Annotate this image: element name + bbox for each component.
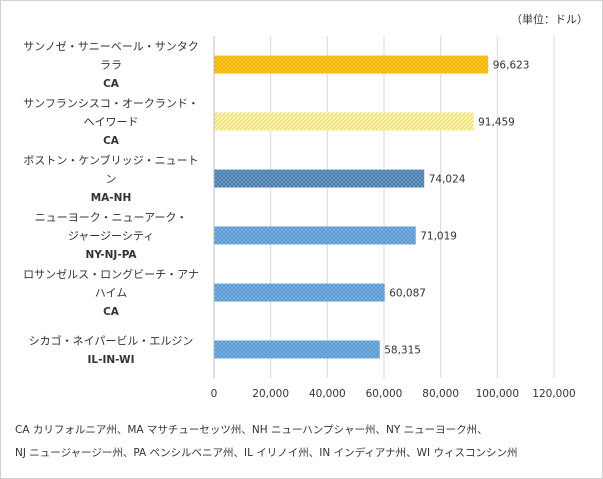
category-label: ヘイワード: [84, 116, 139, 129]
footnote-line-1: CA カリフォルニア州、MA マサチューセッツ州、NH ニューハンプシャー州、N…: [15, 424, 488, 436]
bar: [214, 283, 385, 302]
x-tick-label: 80,000: [422, 388, 459, 400]
category-label: シカゴ・ネイパービル・エルジン: [29, 333, 194, 347]
bars: [214, 55, 489, 359]
x-tick-label: 120,000: [532, 388, 575, 400]
category-label: ン: [106, 173, 117, 186]
category-label: ハイム: [95, 287, 128, 300]
bar: [214, 226, 416, 245]
category-state-code: CA: [103, 135, 120, 147]
gridlines: [213, 36, 555, 378]
data-label: 58,315: [384, 345, 421, 357]
category-state-code: CA: [103, 78, 120, 90]
labels: 0 20,000 40,000 60,000 80,000 100,000 120,000 9…: [23, 40, 576, 400]
bar-chart: 0 20,000 40,000 60,000 80,000 100,000 120,000 9…: [23, 36, 576, 400]
x-tick-label: 40,000: [309, 388, 346, 400]
category-state-code: NY-NJ-PA: [85, 249, 137, 261]
category-label: サンノゼ・サニーベール・サンタク: [23, 40, 198, 53]
category-label: ボストン・ケンブリッジ・ニュート: [23, 153, 198, 167]
data-label: 60,087: [389, 288, 426, 300]
category-state-code: IL-IN-WI: [87, 354, 134, 366]
footnote-line-2: NJ ニュージャージー州、PA ペンシルベニア州、IL イリノイ州、IN インデ…: [15, 447, 518, 459]
category-label: ジャージーシティ: [68, 230, 154, 243]
x-tick-label: 60,000: [366, 388, 403, 400]
category-state-code: MA-NH: [91, 192, 132, 204]
data-label: 91,459: [478, 117, 515, 129]
category-label: ロサンゼルス・ロングビーチ・アナ: [23, 267, 199, 281]
category-label: サンフランシスコ・オークランド・: [23, 97, 199, 110]
x-tick-label: 20,000: [252, 388, 289, 400]
x-tick-label: 100,000: [476, 388, 519, 400]
bar: [214, 169, 425, 188]
data-label: 74,024: [429, 174, 466, 186]
category-label: ララ: [100, 59, 122, 72]
x-tick-label: 0: [211, 388, 218, 400]
unit-label: （単位：ドル）: [511, 13, 588, 26]
category-label: ニューヨーク・ニューアーク・: [35, 211, 187, 224]
data-label: 96,623: [493, 60, 530, 72]
bar: [214, 55, 489, 74]
bar: [214, 340, 380, 359]
category-state-code: CA: [103, 306, 120, 318]
data-label: 71,019: [420, 231, 457, 243]
bar: [214, 112, 474, 131]
